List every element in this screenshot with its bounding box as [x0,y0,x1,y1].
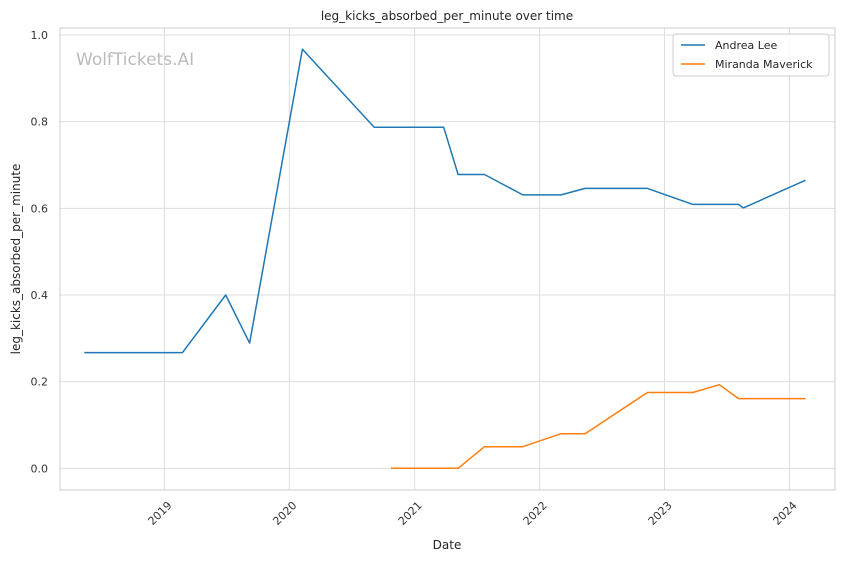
y-tick-labels: 0.0 0.2 0.4 0.6 0.8 1.0 [31,29,49,475]
x-tick-label: 2021 [396,499,425,528]
x-tick-label: 2019 [146,499,175,528]
legend-label-miranda-maverick: Miranda Maverick [715,58,813,71]
series-line-andrea-lee [84,48,806,354]
y-tick-label: 0.4 [31,289,49,302]
y-tick-label: 0.2 [31,376,49,389]
y-tick-label: 0.0 [31,462,49,475]
y-axis-label: leg_kicks_absorbed_per_minute [9,164,23,355]
legend-label-andrea-lee: Andrea Lee [715,39,777,52]
y-tick-label: 0.6 [31,202,49,215]
series-line-miranda-maverick [391,383,806,470]
legend: Andrea Lee Miranda Maverick [672,33,830,77]
x-axis-label: Date [433,538,462,552]
x-gridlines [163,28,790,490]
y-gridlines [60,34,835,469]
plot-area [59,27,836,491]
chart-title: leg_kicks_absorbed_per_minute over time [321,9,573,23]
x-tick-label: 2023 [646,499,675,528]
x-tick-label: 2024 [771,499,800,528]
x-tick-labels: 2019 2020 2021 2022 2023 2024 [146,499,800,528]
y-tick-label: 1.0 [31,29,49,42]
legend-box [672,33,830,77]
series-layer [84,48,806,470]
y-tick-label: 0.8 [31,116,49,129]
x-tick-label: 2022 [521,499,550,528]
watermark: WolfTickets.AI [76,50,194,70]
x-tick-label: 2020 [270,499,299,528]
